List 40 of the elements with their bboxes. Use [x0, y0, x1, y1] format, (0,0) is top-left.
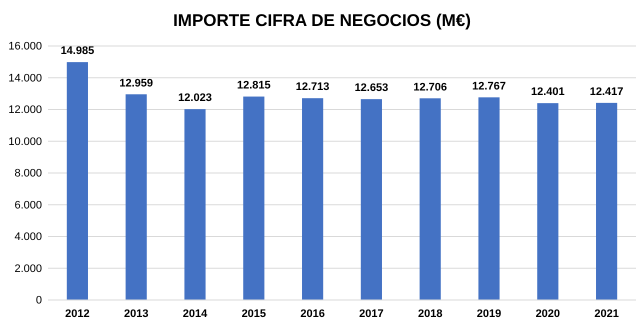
bar [360, 99, 382, 300]
bar [66, 62, 88, 300]
data-label: 12.815 [236, 80, 271, 92]
y-tick-label: 12.000 [8, 104, 42, 116]
x-tick-label: 2013 [124, 308, 148, 320]
bar [126, 94, 147, 300]
data-label: 12.653 [354, 82, 388, 94]
bar [184, 109, 206, 300]
y-tick-label: 16.000 [8, 40, 42, 53]
x-tick-label: 2018 [418, 308, 442, 320]
x-tick-label: 2017 [359, 308, 384, 320]
data-label: 12.959 [119, 77, 154, 90]
chart-title: IMPORTE CIFRA DE NEGOCIOS (M€) [173, 11, 471, 30]
data-label: 12.706 [413, 81, 448, 94]
x-tick-label: 2012 [65, 308, 90, 320]
data-label: 14.985 [60, 45, 94, 58]
x-tick-label: 2021 [594, 308, 619, 320]
data-label: 12.417 [590, 86, 624, 98]
data-label: 12.401 [530, 86, 565, 98]
bar [596, 102, 618, 300]
y-tick-label: 0 [36, 294, 42, 307]
bar [478, 97, 500, 300]
y-tick-label: 10.000 [8, 136, 42, 148]
bar [420, 98, 441, 300]
bar [537, 103, 558, 300]
y-tick-label: 6.000 [14, 199, 42, 212]
x-tick-label: 2014 [182, 308, 208, 320]
x-tick-label: 2020 [536, 308, 560, 320]
data-label: 12.767 [472, 80, 506, 92]
y-tick-label: 14.000 [8, 72, 42, 84]
x-tick-label: 2016 [300, 308, 325, 320]
y-tick-label: 4.000 [14, 231, 42, 244]
bar [243, 96, 264, 300]
data-label: 12.713 [296, 81, 330, 94]
y-tick-label: 8.000 [14, 168, 42, 180]
x-tick-label: 2019 [476, 308, 502, 320]
y-tick-label: 2.000 [14, 262, 42, 275]
data-label: 12.023 [178, 92, 212, 104]
x-tick-label: 2015 [242, 308, 266, 320]
bar [302, 98, 324, 300]
